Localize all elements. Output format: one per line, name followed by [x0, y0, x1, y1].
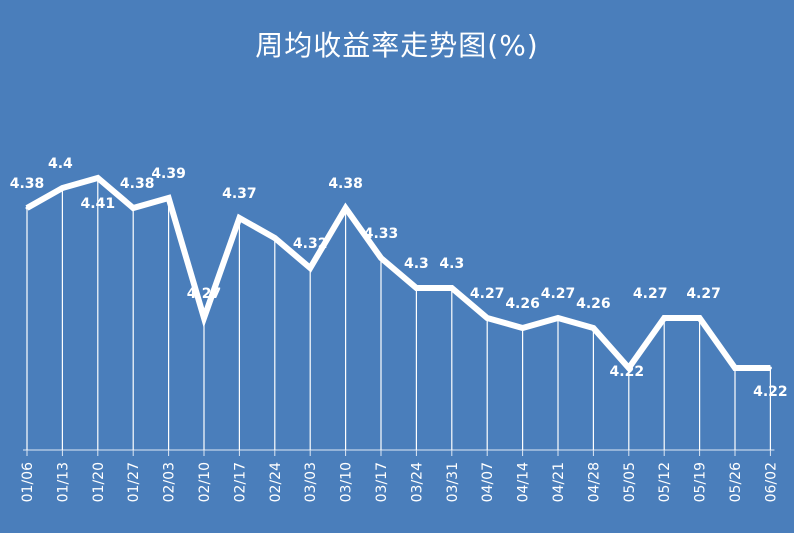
data-point [167, 196, 171, 200]
x-tick-label: 05/26 [728, 462, 744, 502]
data-point [698, 316, 702, 320]
data-point [308, 266, 312, 270]
data-label: 4.27 [686, 286, 721, 302]
data-label: 4.27 [187, 286, 222, 302]
data-label: 4.3 [439, 256, 464, 272]
data-label: 4.27 [633, 286, 668, 302]
series-line [25, 174, 771, 373]
chart-title: 周均收益率走势图(%) [255, 29, 539, 62]
data-point [379, 256, 383, 260]
data-label: 4.39 [151, 166, 186, 182]
data-point [60, 186, 64, 190]
data-point [25, 206, 29, 210]
x-tick-label: 02/10 [197, 462, 213, 502]
x-tick-label: 01/20 [91, 462, 107, 502]
x-tick-label: 05/12 [657, 462, 673, 502]
data-label: 4.27 [470, 286, 505, 302]
data-point [344, 206, 348, 210]
data-label: 4.27 [541, 286, 576, 302]
data-label: 4.41 [81, 196, 116, 212]
x-tick-label: 04/28 [586, 462, 602, 502]
data-point [521, 326, 525, 330]
data-label: 4.38 [328, 176, 363, 192]
data-label: 4.26 [505, 296, 540, 312]
data-label: 4.22 [753, 384, 788, 400]
x-tick-label: 03/31 [445, 462, 461, 502]
x-tick-label: 05/19 [693, 462, 709, 502]
data-point [131, 206, 135, 210]
x-tick-label: 03/03 [303, 462, 319, 502]
data-label: 4.4 [48, 156, 73, 172]
data-point [273, 236, 277, 240]
data-point [662, 316, 666, 320]
x-tick-label: 01/13 [55, 462, 71, 502]
data-label: 4.37 [222, 186, 257, 202]
data-label: 4.32 [293, 236, 328, 252]
data-label: 4.26 [576, 296, 611, 312]
x-tick-label: 05/05 [622, 462, 638, 502]
data-point [485, 316, 489, 320]
data-point [733, 366, 737, 370]
data-point [591, 326, 595, 330]
data-label: 4.22 [610, 364, 645, 380]
data-point [202, 316, 206, 320]
x-tick-label: 04/07 [480, 462, 496, 502]
x-tick-label: 04/14 [516, 462, 532, 502]
data-point [414, 286, 418, 290]
x-tick-label: 01/06 [20, 462, 36, 502]
data-point [96, 176, 100, 180]
x-tick-label: 01/27 [126, 462, 142, 502]
data-point [237, 216, 241, 220]
data-label: 4.38 [120, 176, 155, 192]
x-tick-label: 02/17 [232, 462, 248, 502]
data-label: 4.33 [364, 226, 399, 242]
data-point [627, 366, 631, 370]
x-tick-label: 03/10 [339, 462, 355, 502]
x-tick-label: 03/17 [374, 462, 390, 502]
data-label: 4.38 [10, 176, 45, 192]
x-tick-label: 02/24 [268, 462, 284, 502]
data-label: 4.3 [404, 256, 429, 272]
data-point [556, 316, 560, 320]
x-tick-label: 02/03 [162, 462, 178, 502]
data-point [768, 366, 772, 370]
x-tick-label: 03/24 [409, 462, 425, 502]
x-tick-label: 06/02 [763, 462, 779, 502]
data-point [450, 286, 454, 290]
x-tick-label: 04/21 [551, 462, 567, 502]
